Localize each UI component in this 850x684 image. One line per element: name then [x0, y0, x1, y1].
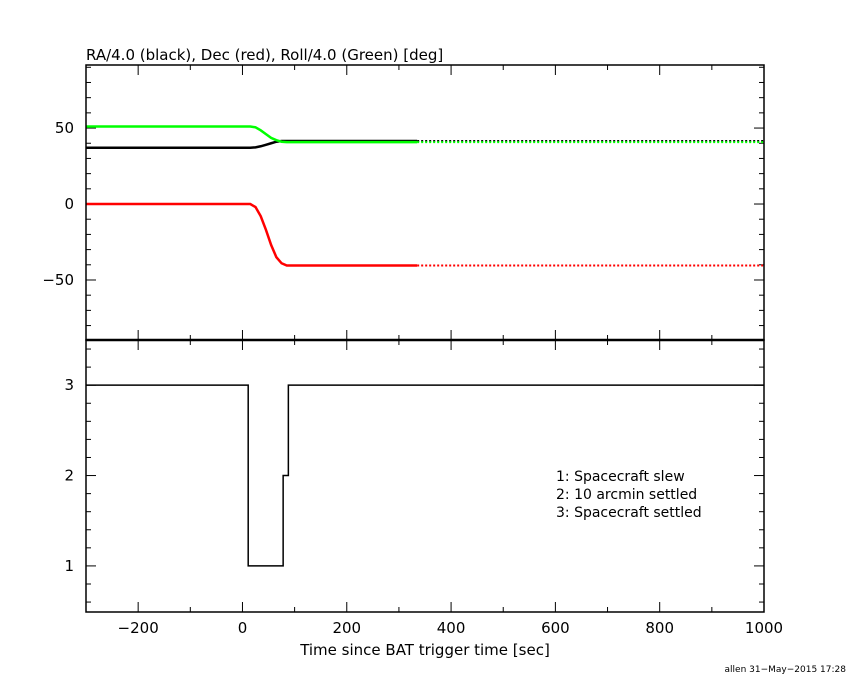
y-tick-label: 0	[64, 195, 74, 213]
x-tick-label: 800	[645, 619, 674, 637]
y-tick-label: −50	[42, 271, 74, 289]
settle-status-step-line	[86, 384, 764, 567]
bottom-panel-series	[86, 384, 764, 567]
y-tick-label: 3	[64, 376, 74, 394]
x-tick-label: 400	[437, 619, 466, 637]
top-panel-frame	[85, 64, 765, 341]
y-tick-label: 1	[64, 557, 74, 575]
top-panel-axes: −50 0 50	[42, 65, 765, 340]
x-tick-label: 1000	[745, 619, 783, 637]
y-tick-label: 50	[55, 119, 74, 137]
series-roll--line	[86, 125, 418, 144]
series-dec-line	[86, 202, 418, 267]
top-panel-title: RA/4.0 (black), Dec (red), Roll/4.0 (Gre…	[86, 46, 443, 64]
bottom-panel-axes: 1 2 3 −200 0 200 400 600 800 1000	[64, 340, 783, 637]
x-tick-label: 600	[541, 619, 570, 637]
x-axis-label: Time since BAT trigger time [sec]	[299, 641, 550, 659]
y-tick-label: 2	[64, 467, 74, 485]
legend-slew: 1: Spacecraft slew	[556, 469, 685, 485]
x-tick-label: 0	[238, 619, 248, 637]
x-tick-label: 200	[332, 619, 361, 637]
top-panel-series	[86, 125, 764, 267]
legend-settled: 3: Spacecraft settled	[556, 505, 702, 521]
legend-10arcmin: 2: 10 arcmin settled	[556, 487, 697, 503]
x-tick-label: −200	[118, 619, 159, 637]
footer-stamp: allen 31−May−2015 17:28	[725, 665, 847, 675]
